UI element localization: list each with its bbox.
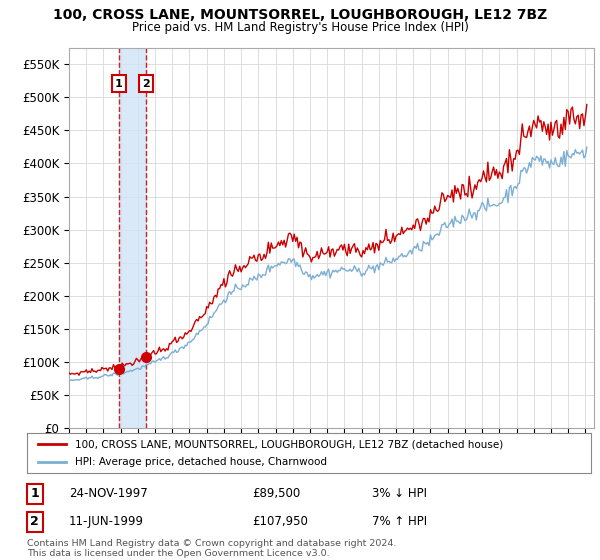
- Text: 2: 2: [31, 515, 39, 529]
- Text: 3% ↓ HPI: 3% ↓ HPI: [372, 487, 427, 501]
- Text: 11-JUN-1999: 11-JUN-1999: [69, 515, 144, 529]
- Text: 100, CROSS LANE, MOUNTSORREL, LOUGHBOROUGH, LE12 7BZ (detached house): 100, CROSS LANE, MOUNTSORREL, LOUGHBOROU…: [75, 439, 503, 449]
- Text: Price paid vs. HM Land Registry's House Price Index (HPI): Price paid vs. HM Land Registry's House …: [131, 21, 469, 34]
- Text: 1: 1: [115, 79, 123, 89]
- Text: Contains HM Land Registry data © Crown copyright and database right 2024.
This d: Contains HM Land Registry data © Crown c…: [27, 539, 397, 558]
- Text: 1: 1: [31, 487, 39, 501]
- Text: 7% ↑ HPI: 7% ↑ HPI: [372, 515, 427, 529]
- Text: HPI: Average price, detached house, Charnwood: HPI: Average price, detached house, Char…: [75, 457, 327, 467]
- Bar: [119, 48, 146, 428]
- Text: 2: 2: [142, 79, 149, 89]
- Text: 100, CROSS LANE, MOUNTSORREL, LOUGHBOROUGH, LE12 7BZ: 100, CROSS LANE, MOUNTSORREL, LOUGHBOROU…: [53, 8, 547, 22]
- Text: £89,500: £89,500: [252, 487, 300, 501]
- Text: £107,950: £107,950: [252, 515, 308, 529]
- Text: 24-NOV-1997: 24-NOV-1997: [69, 487, 148, 501]
